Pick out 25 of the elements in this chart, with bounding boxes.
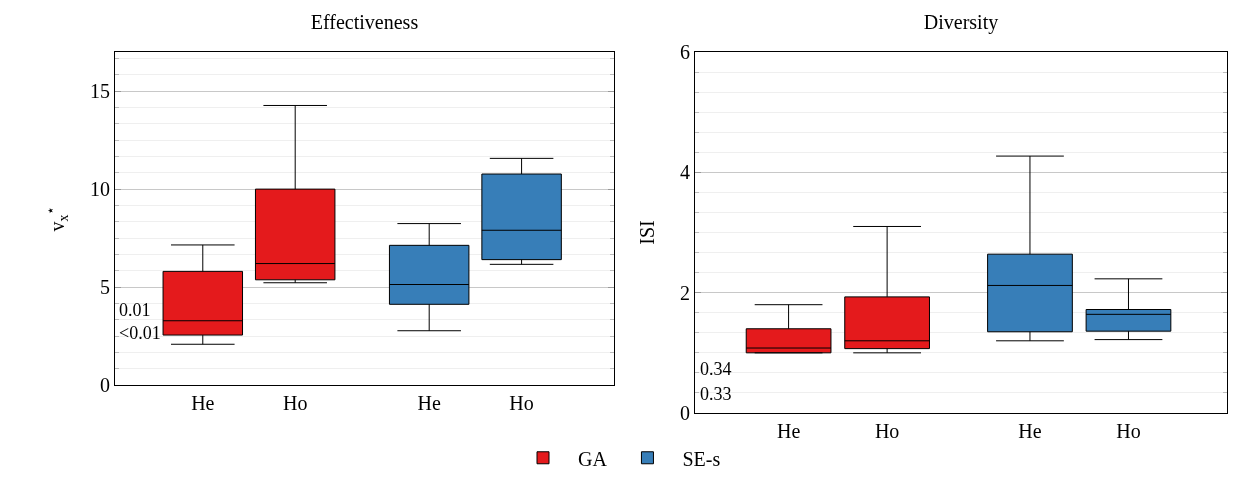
y-tick-label: 6 [680,41,690,63]
chart-title: Diversity [923,10,999,34]
y-tick-label: 2 [680,281,690,304]
x-tick-label: Ho [874,420,900,442]
annotation: <0.01 [119,323,161,343]
x-tick-label: He [417,392,441,414]
y-tick-label: 0 [680,402,690,424]
y-tick-label: 4 [680,161,690,184]
x-tick-label: He [1018,420,1042,442]
chart-title: Effectiveness [310,10,419,33]
x-tick-label: Ho [282,392,308,414]
y-tick-label: 10 [90,178,110,201]
annotation: 0.34 [700,359,732,379]
legend-label: SE-s [682,447,721,470]
y-tick-label: 0 [100,374,110,396]
x-tick-label: He [776,420,801,442]
x-tick-label: Ho [1116,420,1141,442]
annotation: 0.01 [119,300,151,320]
legend-label: GA [578,447,608,470]
annotation: 0.33 [700,384,732,404]
y-tick-label: 5 [100,276,110,299]
x-tick-label: He [191,392,215,414]
y-axis-title: ISI [635,220,658,245]
x-tick-label: Ho [509,392,534,414]
y-tick-label: 15 [90,80,110,103]
